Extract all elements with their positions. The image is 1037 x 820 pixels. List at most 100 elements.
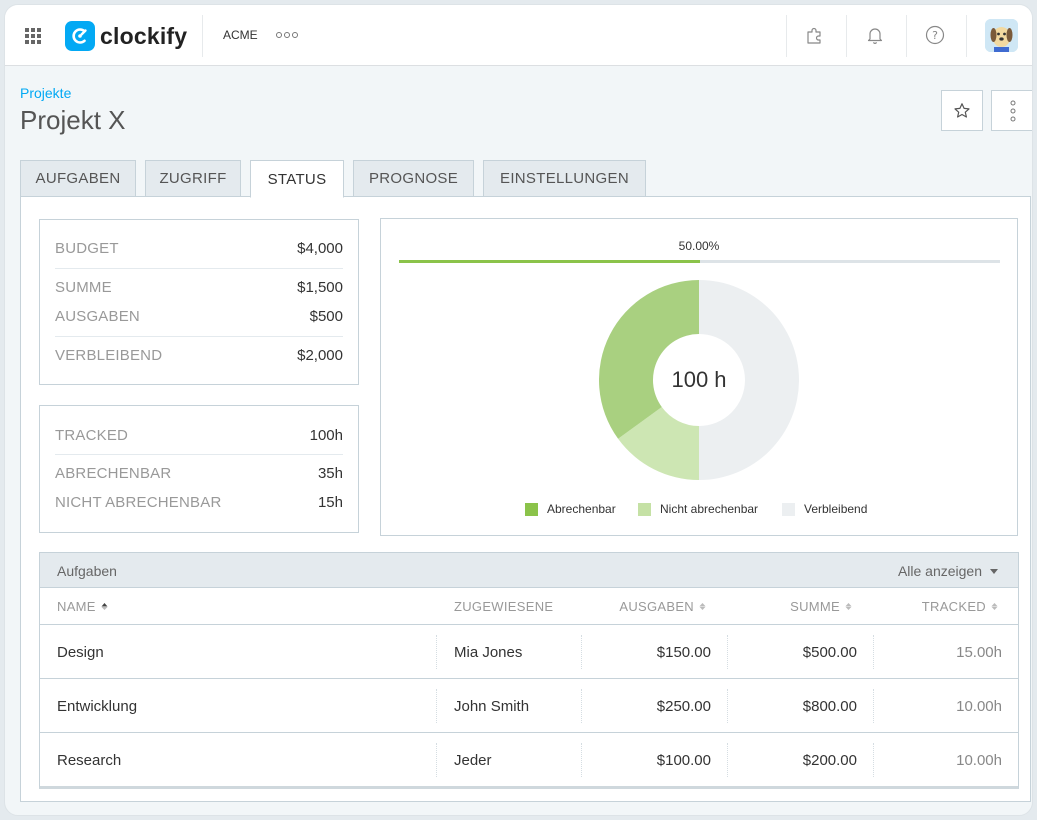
abrechenbar-row: ABRECHENBAR 35h [55,462,343,484]
tracked-label: TRACKED [55,426,129,444]
column-headers: NAME ZUGEWIESENE AUSGABEN SUMME [40,588,1018,625]
tasks-title: Aufgaben [57,563,117,579]
cell-divider [436,743,437,777]
svg-text:?: ? [932,29,938,42]
tab-prognose[interactable]: PROGNOSE [353,160,474,197]
more-options-button[interactable] [991,90,1032,131]
nicht-abrechenbar-row: NICHT ABRECHENBAR 15h [55,491,343,513]
verbleibend-row: VERBLEIBEND $2,000 [55,344,343,366]
legend-item-nicht-abrechenbar: Nicht abrechenbar [638,502,758,516]
cell-divider [873,743,874,777]
col-tracked[interactable]: TRACKED [922,599,998,614]
app-name: clockify [100,22,188,49]
tasks-table: Aufgaben Alle anzeigen NAME ZUGEWIESENE [39,552,1019,789]
task-tracked: 10.00h [956,697,1002,715]
col-summe-label: SUMME [790,599,840,614]
cell-divider [436,689,437,723]
apps-grid-icon[interactable] [25,28,41,44]
col-name[interactable]: NAME [57,599,108,614]
task-ausgaben: $100.00 [656,751,711,769]
task-assignee[interactable]: Jeder [454,751,492,769]
tab-zugriff[interactable]: ZUGRIFF [145,160,241,197]
divider [846,15,847,57]
nicht-abrechenbar-value: 15h [317,493,343,511]
task-summe: $200.00 [802,751,857,769]
cell-divider [581,689,582,723]
ausgaben-value: $500 [309,307,343,325]
status-panel: BUDGET $4,000 SUMME $1,500 AUSGABEN $500… [20,196,1031,802]
summe-row: SUMME $1,500 [55,276,343,298]
donut-slice-verbleibend [699,280,799,480]
clockify-logo-icon [65,21,95,51]
favorite-button[interactable] [941,90,983,131]
help-icon[interactable]: ? [923,23,947,47]
task-name: Entwicklung [57,697,138,715]
user-avatar[interactable] [985,19,1018,52]
table-row[interactable]: Research Jeder $100.00 $200.00 10.00h [40,733,1018,787]
cell-divider [727,689,728,723]
nicht-abrechenbar-label: NICHT ABRECHENBAR [55,493,222,511]
more-dots-icon[interactable] [276,32,298,38]
divider [966,15,967,57]
legend-item-verbleibend: Verbleibend [782,502,867,516]
show-all-dropdown[interactable]: Alle anzeigen [898,563,998,579]
verbleibend-label: VERBLEIBEND [55,346,163,364]
donut-slice-nicht-abrechenbar [618,407,699,480]
sort-icon [845,603,852,610]
time-card: TRACKED 100h ABRECHENBAR 35h NICHT ABREC… [39,405,359,533]
cell-divider [581,635,582,669]
more-vertical-icon [1010,100,1016,121]
donut-center-label: 100 h [671,367,727,392]
task-tracked: 10.00h [956,751,1002,769]
clockify-logo[interactable]: clockify [65,21,187,51]
divider [202,15,203,57]
legend-label: Abrechenbar [547,502,616,516]
breadcrumb-projects-link[interactable]: Projekte [20,85,72,101]
budget-card: BUDGET $4,000 SUMME $1,500 AUSGABEN $500… [39,219,359,385]
task-assignee[interactable]: Mia Jones [454,643,523,661]
sort-icon [699,603,706,610]
col-summe[interactable]: SUMME [790,599,852,614]
bell-icon[interactable] [863,23,887,47]
star-icon [954,102,970,118]
task-name: Research [57,751,122,769]
task-summe: $500.00 [802,643,857,661]
divider [786,15,787,57]
col-zugewiesene: ZUGEWIESENE [454,599,553,614]
caret-down-icon [990,568,998,574]
legend-swatch [782,502,795,516]
cell-divider [727,635,728,669]
col-ausgaben-label: AUSGABEN [619,599,694,614]
ausgaben-row: AUSGABEN $500 [55,305,343,327]
donut-slice-abrechenbar [599,280,699,439]
budget-value: $4,000 [297,239,343,257]
puzzle-icon[interactable] [803,23,827,47]
col-tracked-label: TRACKED [921,599,986,614]
abrechenbar-value: 35h [317,464,343,482]
col-name-label: NAME [57,599,96,614]
divider [906,15,907,57]
col-ausgaben[interactable]: AUSGABEN [619,599,706,614]
table-row[interactable]: Design Mia Jones $150.00 $500.00 15.00h [40,625,1018,679]
ausgaben-label: AUSGABEN [55,307,140,325]
tab-aufgaben[interactable]: AUFGABEN [20,160,136,197]
legend-swatch [525,502,538,516]
cell-divider [436,635,437,669]
task-ausgaben: $250.00 [656,697,711,715]
task-assignee[interactable]: John Smith [454,697,530,715]
divider [55,268,343,269]
workspace-name[interactable]: ACME [223,28,258,42]
tab-status[interactable]: STATUS [250,160,344,198]
task-tracked: 15.00h [956,643,1002,661]
budget-label: BUDGET [55,239,119,257]
budget-row: BUDGET $4,000 [55,237,343,259]
tracked-value: 100h [309,426,343,444]
legend-label: Verbleibend [804,502,868,516]
legend-swatch [638,502,651,516]
tab-einstellungen[interactable]: EINSTELLUNGEN [483,160,646,197]
progress-bar [399,260,1000,263]
col-zugewiesene-label: ZUGEWIESENE [454,599,554,614]
progress-label: 50.00% [678,239,720,253]
top-bar: clockify ACME ? [5,5,1032,66]
table-row[interactable]: Entwicklung John Smith $250.00 $800.00 1… [40,679,1018,733]
